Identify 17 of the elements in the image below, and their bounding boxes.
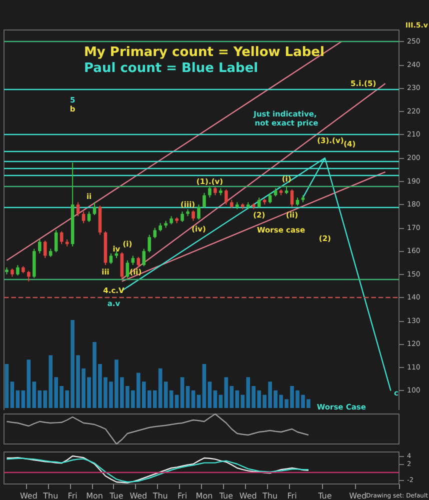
x-tick-label: Mon bbox=[196, 492, 213, 500]
x-tick-label: Tue bbox=[317, 492, 332, 500]
x-tick-label: Wed bbox=[130, 492, 148, 500]
x-tick-label: Thu bbox=[152, 492, 168, 500]
x-tick-label: Fri bbox=[287, 492, 297, 500]
x-tick-label: Mon bbox=[86, 492, 103, 500]
x-tick-label: Wed bbox=[349, 492, 367, 500]
x-tick-label: Tue bbox=[108, 492, 124, 500]
x-tick-label: Fri bbox=[68, 492, 78, 500]
x-tick-label: Wed bbox=[20, 492, 38, 500]
x-tick-label: Fri bbox=[178, 492, 188, 500]
text: My Primary count = Yellow Label bbox=[84, 45, 324, 60]
text: Paul count = Blue Label bbox=[84, 61, 258, 76]
x-tick-label: Tue bbox=[218, 492, 234, 500]
x-tick-label: Thu bbox=[42, 492, 58, 500]
x-tick-label: Thu bbox=[262, 492, 278, 500]
x-tick-label: Wed bbox=[239, 492, 257, 500]
